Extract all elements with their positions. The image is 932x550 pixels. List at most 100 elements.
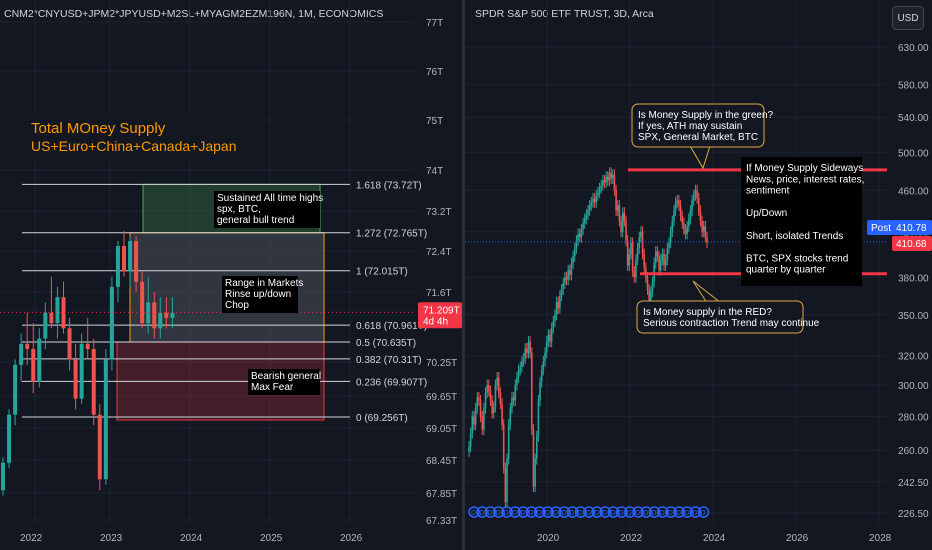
candle-body — [509, 408, 512, 425]
candle-body — [560, 289, 563, 296]
candle-body — [605, 176, 607, 183]
fib-label: 0.618 (70.961T) — [356, 321, 427, 332]
callout-tail — [692, 280, 723, 304]
candle-body — [659, 259, 662, 271]
candle-body — [519, 367, 522, 371]
y-tick-label: 350.00 — [898, 311, 929, 322]
callout-line: If yes, ATH may sustain — [638, 121, 742, 132]
candle-body — [7, 414, 12, 463]
dividend-marker — [583, 506, 595, 518]
money-supply-pane[interactable]: CNM2*CNYUSD+JPM2*JPYUSD+M2SL+MYAGM2EZM19… — [0, 0, 462, 550]
y-tick-label: 580.00 — [898, 81, 929, 92]
candle-body — [499, 392, 502, 404]
money-supply-chart[interactable]: 1.618 (73.72T) 1.272 (72.765T) 1 (72.015T)… — [0, 0, 462, 550]
dividend-letter: D — [496, 510, 501, 517]
candle-body — [582, 223, 584, 230]
candle-body — [593, 198, 596, 203]
headline-line: US+Euro+China+Canada+Japan — [31, 138, 237, 154]
price-tag-countdown: 4d 4h — [423, 316, 448, 327]
candle-body — [547, 334, 550, 342]
y-tick-label: 226.50 — [898, 509, 929, 520]
headline-line: Total MOney Supply — [31, 120, 166, 137]
candle-body — [600, 185, 603, 189]
x-tick-label: 2026 — [786, 533, 809, 544]
spy-pane[interactable]: SPDR S&P 500 ETF TRUST, 3D, Arca USD If … — [465, 0, 932, 550]
candle-body — [650, 291, 652, 302]
pane-divider[interactable] — [462, 0, 465, 550]
candle-body — [615, 190, 617, 211]
dividend-marker — [501, 506, 513, 518]
candle-body — [540, 370, 543, 382]
candle-body — [170, 312, 175, 318]
candle-body — [620, 220, 622, 232]
dividend-letter: D — [520, 510, 525, 517]
y-tick-label: 460.00 — [898, 186, 929, 197]
candle-body — [651, 282, 654, 292]
candle-body — [640, 231, 642, 238]
candle-body — [542, 361, 545, 371]
candle-body — [476, 397, 479, 409]
candle-body — [678, 200, 680, 206]
candle-body — [479, 400, 482, 417]
candle-body — [478, 397, 480, 401]
candle-body — [79, 343, 84, 399]
candle-body — [532, 429, 535, 487]
candle-body — [611, 174, 614, 179]
candle-body — [661, 253, 664, 260]
dividend-marker — [591, 506, 603, 518]
candle-body — [656, 251, 659, 257]
fib-label: 0 (69.256T) — [356, 413, 408, 424]
candle-body — [545, 341, 548, 353]
side-note-line: BTC, SPX stocks trend — [746, 253, 848, 264]
y-tick-label: 74T — [426, 166, 443, 177]
candle-body — [516, 377, 518, 385]
x-tick-label: 2022 — [620, 533, 643, 544]
fib-label: 1 (72.015T) — [356, 267, 408, 278]
dividend-letter: D — [676, 510, 681, 517]
candle-body — [572, 256, 574, 264]
post-price-tag — [892, 220, 932, 235]
candle-body — [103, 359, 108, 480]
dividend-letter: D — [504, 510, 509, 517]
candle-body — [583, 218, 586, 224]
y-tick-label: 69.65T — [426, 392, 457, 403]
note-line: Max Fear — [251, 382, 294, 393]
dividend-marker — [607, 506, 620, 518]
candle-body — [517, 370, 520, 378]
candle-body — [67, 328, 72, 360]
candle-body — [663, 253, 665, 266]
candle-body — [514, 384, 517, 401]
dividend-marker — [599, 506, 611, 518]
candle-body — [676, 200, 679, 203]
dividend-marker — [697, 506, 710, 518]
candle-body — [492, 406, 495, 414]
candle-body — [608, 172, 611, 181]
currency-button[interactable]: USD — [892, 6, 924, 30]
candle-body — [625, 220, 627, 241]
candle-body — [61, 297, 66, 329]
candle-body — [491, 400, 493, 414]
candle-body — [646, 277, 649, 290]
note-line: general bull trend — [217, 215, 294, 226]
candle-body — [91, 349, 96, 415]
candle-body — [511, 397, 513, 409]
note-line: Bearish general — [251, 371, 321, 382]
candle-body — [502, 424, 505, 469]
candle-body — [569, 270, 571, 275]
fib-label: 1.272 (72.765T) — [356, 229, 427, 240]
candle-body — [590, 202, 593, 206]
candle-body — [527, 341, 530, 353]
candle-body — [648, 289, 650, 302]
candle-body — [616, 205, 619, 211]
candle-body — [692, 195, 695, 201]
x-tick-label: 2020 — [537, 533, 560, 544]
dividend-letter: D — [651, 510, 656, 517]
candle-body — [483, 408, 485, 430]
candle-body — [688, 218, 690, 227]
fib-label: 0.382 (70.31T) — [356, 355, 422, 366]
candle-body — [37, 338, 42, 382]
candle-body — [697, 198, 700, 211]
note-line: Range in Markets — [225, 278, 303, 289]
fib-label: 1.618 (73.72T) — [356, 180, 422, 191]
